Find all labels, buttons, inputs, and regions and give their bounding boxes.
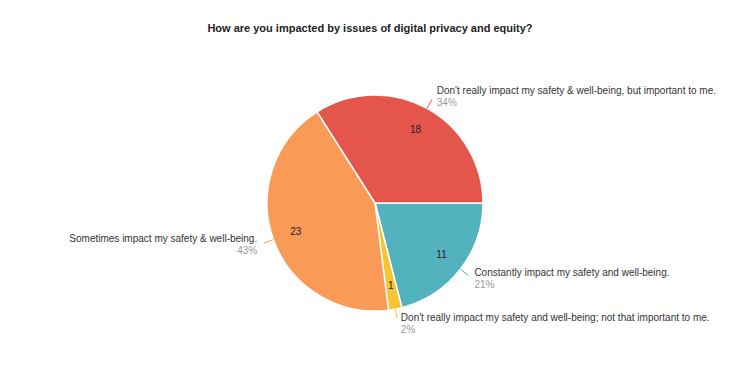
html-text:How are you impacted by issues: How are you impacted by issues of digita… bbox=[207, 22, 533, 34]
svg-text:11: 11 bbox=[436, 249, 447, 260]
svg-text:18: 18 bbox=[410, 124, 422, 135]
svg-text:Don't really impact my safety: Don't really impact my safety & well-bei… bbox=[437, 85, 716, 96]
svg-text:21%: 21% bbox=[474, 279, 494, 290]
svg-text:1: 1 bbox=[388, 280, 394, 291]
svg-text:2%: 2% bbox=[401, 324, 416, 335]
svg-text:Constantly impact my safety an: Constantly impact my safety and well-bei… bbox=[474, 267, 669, 278]
svg-text:Sometimes impact my safety & w: Sometimes impact my safety & well-being. bbox=[69, 233, 257, 244]
svg-text:23: 23 bbox=[290, 226, 302, 237]
svg-text:43%: 43% bbox=[237, 245, 257, 256]
svg-text:34%: 34% bbox=[437, 97, 457, 108]
svg-text:Don't really impact my safety: Don't really impact my safety and well-b… bbox=[401, 312, 710, 323]
